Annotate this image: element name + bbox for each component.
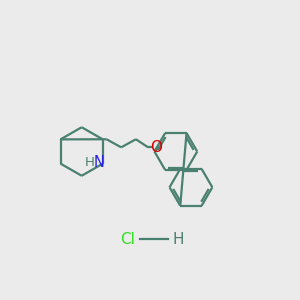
Text: N: N (94, 155, 105, 170)
Text: O: O (150, 140, 162, 155)
Text: H: H (85, 156, 95, 170)
Text: Cl: Cl (120, 232, 135, 247)
Text: H: H (172, 232, 184, 247)
